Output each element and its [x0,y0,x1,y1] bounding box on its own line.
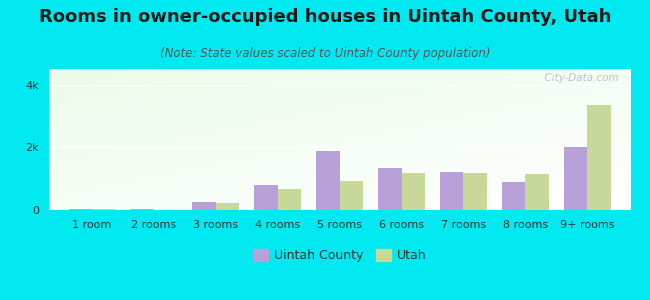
Bar [587,105,611,210]
Text: (Note: State values scaled to Uintah County population): (Note: State values scaled to Uintah Cou… [160,46,490,59]
Text: City-Data.com: City-Data.com [538,73,619,83]
Bar [278,189,301,210]
Legend: Uintah County, Utah: Uintah County, Utah [248,244,432,267]
Bar [440,172,463,210]
Bar [131,209,154,210]
Bar [463,173,487,210]
Bar [254,184,278,210]
Bar [216,203,239,210]
Bar [525,174,549,210]
Bar [68,209,92,210]
Bar [564,147,587,210]
Bar [402,173,425,210]
Text: Rooms in owner-occupied houses in Uintah County, Utah: Rooms in owner-occupied houses in Uintah… [39,8,611,26]
Bar [316,152,339,210]
Bar [378,168,402,210]
Bar [502,182,525,210]
Bar [339,181,363,210]
Bar [192,202,216,210]
Bar [92,209,116,210]
